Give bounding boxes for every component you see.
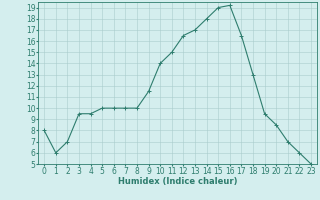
X-axis label: Humidex (Indice chaleur): Humidex (Indice chaleur) bbox=[118, 177, 237, 186]
